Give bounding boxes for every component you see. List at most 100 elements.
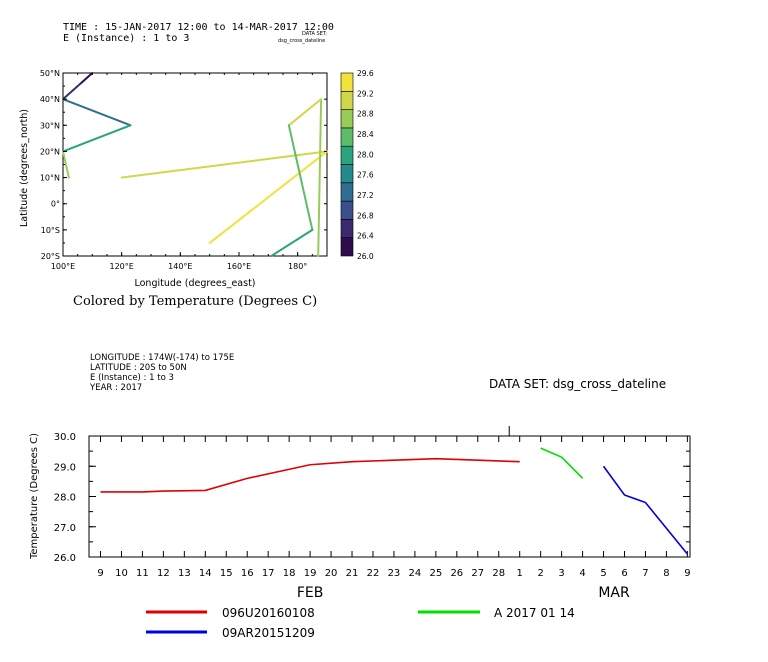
ts-series-line-1 [540,447,584,479]
ts-x-tick-label-20: 1 [517,568,523,579]
ts-y-tick-label-0: 30.0 [54,432,76,443]
map-y-tick-label-1: 40°N [40,95,60,104]
ts-legend-label-1: A 2017 01 14 [494,606,575,620]
map-y-tick-label-4: 10°N [40,174,60,183]
colorbar-label-3: 28.4 [357,130,374,139]
colorbar-cell-9 [340,72,354,92]
ts-series-line-2 [602,465,689,555]
colorbar-cell-7 [340,109,354,129]
colorbar-label-0: 29.6 [357,69,374,78]
trajectory-segment-6 [208,150,328,244]
colorbar-cell-0 [340,237,354,257]
map-y-tick-label-0: 50°N [40,69,60,78]
ts-x-tick-label-14: 23 [388,568,401,579]
ts-x-tick-label-22: 3 [558,568,564,579]
colorbar-label-2: 28.8 [357,110,374,119]
ts-x-tick-label-27: 8 [663,568,669,579]
ts-x-tick-label-1: 10 [115,568,128,579]
colorbar-cell-8 [340,91,354,110]
colorbar-cell-4 [340,164,354,184]
colorbar-label-1: 29.2 [357,89,374,98]
trajectory-segment-10 [270,228,314,257]
ts-x-tick-label-11: 20 [325,568,338,579]
ts-x-tick-label-28: 9 [684,568,690,579]
ts-x-tick-label-13: 22 [367,568,380,579]
ts-x-tick-label-16: 25 [429,568,442,579]
ts-x-tick-label-18: 27 [471,568,484,579]
colorbar-label-4: 28.0 [357,150,374,159]
colorbar-cell-2 [340,200,354,220]
ts-dataset: DATA SET: dsg_cross_dateline [489,377,667,391]
ts-y-tick-label-3: 27.0 [54,523,76,534]
trajectory-segment-0 [79,72,94,85]
ts-x-tick-label-17: 26 [450,568,463,579]
ts-legend-label-0: 096U20160108 [222,606,315,620]
ts-legend: 096U20160108 A 2017 01 14 09AR20151209 [146,606,575,640]
map-y-axis-label: Latitude (degrees_north) [19,109,30,227]
ts-y-tick-label-4: 26.0 [54,553,76,564]
ts-series-lines [100,447,689,555]
ts-y-tick-label-2: 28.0 [54,493,76,504]
ts-header-year: YEAR : 2017 [90,383,143,393]
ts-header-latitude: LATITUDE : 20S to 50N [90,363,187,373]
top-dataset-label: DATA SET: [302,31,327,37]
map-y-axis: 50°N 40°N 30°N 20°N 10°N 0° 10°S 20°S [40,69,327,261]
top-header-time: TIME : 15-JAN-2017 12:00 to 14-MAR-2017 … [63,22,334,33]
colorbar-label-5: 27.6 [357,171,374,180]
ts-y-tick-label-1: 29.0 [54,462,76,473]
ts-axes: 30.029.028.027.026.09 10 11 12 13 14 15 16 17 18 1… [54,426,691,601]
map-y-tick-label-5: 0° [51,200,60,209]
map-y-tick-label-6: 10°S [41,226,60,235]
map-x-axis-label: Longitude (degrees_east) [134,278,255,289]
map-trajectory-segments [62,72,328,257]
top-dataset-name: dsg_cross_dateline [278,38,326,44]
ts-x-tick-label-5: 14 [199,568,212,579]
ts-x-tick-label-9: 18 [283,568,296,579]
ts-x-tick-label-6: 15 [220,568,233,579]
ts-x-tick-label-8: 17 [262,568,275,579]
colorbar-cell-6 [340,127,354,147]
map-x-tick-label-3: 160°E [227,262,251,271]
trajectory-segment-8 [287,98,323,127]
colorbar-cell-3 [340,182,354,202]
map-plot-frame [62,72,328,257]
map-y-tick-label-7: 20°S [41,252,60,261]
trajectory-segment-1 [62,82,82,101]
trajectory-segment-2 [62,98,132,127]
ts-month-label-0: FEB [297,585,324,601]
map-y-tick-label-2: 30°N [40,121,60,130]
ts-x-tick-label-21: 2 [537,568,543,579]
colorbar-cell-1 [340,219,354,238]
map-x-tick-label-2: 140°E [168,262,192,271]
top-header-instance: E (Instance) : 1 to 3 [63,33,190,44]
map-x-tick-label-0: 100°E [51,262,75,271]
ts-month-label-1: MAR [598,585,630,601]
colorbar-label-7: 26.8 [357,211,374,220]
ts-plot-frame [88,435,691,558]
map-x-axis: 100°E 120°E 140°E 160°E 180° [51,73,328,271]
ts-series-line-0 [100,457,520,493]
ts-x-tick-label-25: 6 [621,568,627,579]
ts-x-tick-label-15: 24 [409,568,422,579]
map-y-tick-label-3: 20°N [40,147,60,156]
ts-x-tick-label-2: 11 [136,568,149,579]
ts-x-tick-label-0: 9 [97,568,103,579]
map-x-tick-label-1: 120°E [110,262,134,271]
ts-x-tick-label-12: 21 [346,568,359,579]
trajectory-segment-3 [62,124,132,153]
trajectory-segment-5 [120,150,328,179]
colorbar: 29.6 29.2 28.8 28.4 28.0 27.6 27.2 26.8 26.4 26.0 [340,69,374,261]
ts-header-instance: E (Instance) : 1 to 3 [90,373,174,383]
ts-x-tick-label-4: 13 [178,568,191,579]
colorbar-label-9: 26.0 [357,252,374,261]
trajectory-segment-4 [62,150,70,179]
colorbar-label-6: 27.2 [357,191,374,200]
ts-x-tick-label-24: 5 [600,568,606,579]
colorbar-cell-5 [340,145,354,165]
ts-x-tick-label-23: 4 [579,568,585,579]
trajectory-segment-9 [287,124,314,231]
ts-y-axis-label: Temperature (Degrees C) [29,433,40,560]
ts-legend-label-2: 09AR20151209 [222,626,315,640]
ts-x-tick-label-26: 7 [642,568,648,579]
